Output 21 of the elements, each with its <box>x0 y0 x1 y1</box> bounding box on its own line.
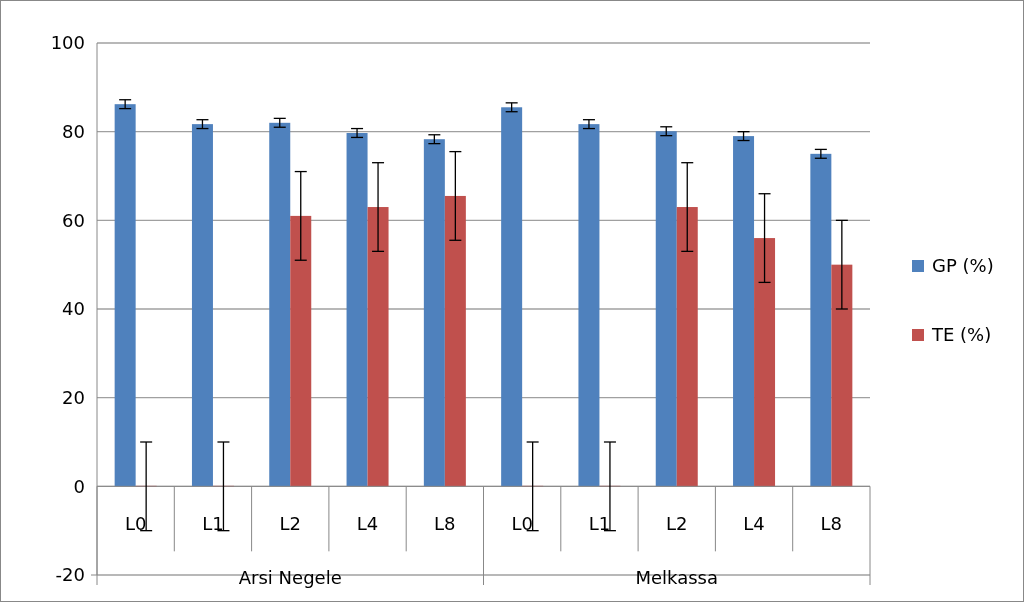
x-tick-label: L4 <box>356 513 379 535</box>
x-tick-label: L4 <box>743 513 765 535</box>
y-tick-label: 100 <box>50 32 85 54</box>
legend-label: TE (%) <box>931 324 992 346</box>
x-tick-label: L0 <box>511 513 533 535</box>
annotation: Melkassa <box>635 567 719 589</box>
y-tick-label: 40 <box>62 298 85 320</box>
x-tick-label: L1 <box>588 513 611 535</box>
x-tick-label: L8 <box>820 513 843 535</box>
x-tick-label: L2 <box>279 513 301 535</box>
x-tick-label: L1 <box>202 513 224 535</box>
y-tick-label: 60 <box>62 209 85 231</box>
y-tick-label: -20 <box>55 564 85 586</box>
legend-label: GP (%) <box>932 255 994 277</box>
y-tick-label: 80 <box>62 120 85 142</box>
x-tick-label: L0 <box>124 513 147 535</box>
y-tick-label: 0 <box>73 475 85 497</box>
x-tick-label: L8 <box>434 513 456 535</box>
annotation: Arsi Negele <box>238 567 342 589</box>
x-tick-label: L2 <box>666 513 688 535</box>
y-tick-label: 20 <box>62 386 85 408</box>
